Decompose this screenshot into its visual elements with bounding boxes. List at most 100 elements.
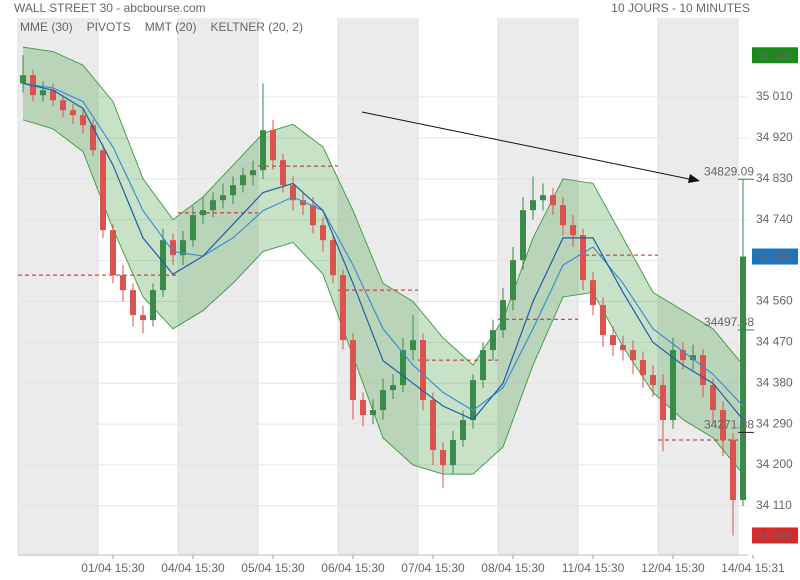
- candle-body: [590, 280, 596, 306]
- y-tick-label: 34 290: [756, 416, 793, 430]
- candle-body: [50, 90, 56, 101]
- price-flag-label: 34 045: [756, 529, 793, 543]
- keltner-upper: [22, 46, 744, 366]
- candle-body: [150, 290, 156, 321]
- candle-body: [250, 170, 256, 176]
- trend-arrow-head: [688, 174, 700, 183]
- candle-body: [170, 240, 176, 256]
- candle-body: [340, 275, 346, 341]
- candle-body: [310, 205, 316, 226]
- candle-body: [620, 345, 626, 351]
- candle-body: [280, 160, 286, 186]
- candle-body: [610, 335, 616, 346]
- candle-body: [670, 350, 676, 421]
- y-tick-label: 34 740: [756, 212, 793, 226]
- candle-body: [320, 225, 326, 241]
- x-tick-label: 14/04 15:31: [721, 561, 785, 575]
- candle-body: [130, 290, 136, 316]
- candle-body: [390, 385, 396, 391]
- y-tick-label: 34 830: [756, 171, 793, 185]
- candle-body: [400, 350, 406, 386]
- legend-entry: MME (30): [20, 20, 73, 34]
- candle-body: [490, 330, 496, 351]
- trend-arrow: [361, 111, 695, 181]
- candle-body: [540, 195, 546, 201]
- price-flag: [752, 527, 798, 544]
- candle-body: [210, 200, 216, 211]
- candle-body: [500, 300, 506, 331]
- candle-body: [260, 130, 266, 171]
- candle-body: [640, 360, 646, 376]
- candle-body: [720, 410, 726, 441]
- price-flag-label: 34 659: [756, 250, 793, 264]
- annotation-label: 34497.38: [704, 315, 754, 329]
- candle-body: [360, 400, 366, 416]
- candle-body: [740, 256, 746, 501]
- candle-body: [520, 210, 526, 261]
- legend-entry: PIVOTS: [87, 20, 131, 34]
- y-tick-label: 34 110: [756, 498, 792, 512]
- x-tick-label: 01/04 15:30: [81, 561, 145, 575]
- y-tick-label: 34 200: [756, 457, 793, 471]
- legend-entry: MMT (20): [145, 20, 197, 34]
- candle-body: [710, 385, 716, 411]
- candle-body: [90, 125, 96, 151]
- candle-body: [230, 185, 236, 196]
- candle-body: [440, 450, 446, 466]
- y-tick-label: 34 470: [756, 335, 793, 349]
- candle-body: [580, 235, 586, 281]
- candle-body: [330, 240, 336, 276]
- candle-body: [270, 130, 276, 161]
- candle-body: [100, 150, 106, 231]
- candle-body: [60, 100, 66, 111]
- candle-body: [190, 215, 196, 241]
- y-tick-label: 34 560: [756, 294, 793, 308]
- candle-body: [120, 275, 126, 291]
- x-tick-label: 07/04 15:30: [401, 561, 465, 575]
- candle-body: [660, 385, 666, 421]
- candle-body: [550, 195, 556, 206]
- candle-body: [650, 375, 656, 386]
- day-shade: [658, 18, 738, 555]
- x-tick-label: 12/04 15:30: [641, 561, 705, 575]
- candle-body: [220, 195, 226, 201]
- candle-body: [380, 390, 386, 411]
- candle-body: [480, 350, 486, 381]
- candle-body: [690, 355, 696, 361]
- candle-body: [240, 175, 246, 186]
- candle-body: [80, 115, 86, 126]
- price-flag-label: 35 102: [756, 48, 793, 62]
- candle-body: [470, 380, 476, 421]
- candle-body: [370, 410, 376, 416]
- price-flag: [752, 47, 798, 64]
- chart-title: WALL STREET 30 - abcbourse.com: [14, 1, 206, 15]
- candle-body: [510, 260, 516, 301]
- candle-body: [200, 210, 206, 216]
- annotation-label: 34271.88: [704, 418, 754, 432]
- x-tick-label: 04/04 15:30: [161, 561, 225, 575]
- candle-body: [530, 200, 536, 211]
- y-tick-label: 34 920: [756, 130, 793, 144]
- candle-body: [680, 350, 686, 361]
- candle-body: [420, 340, 426, 401]
- candle-body: [70, 110, 76, 116]
- moving-average: [22, 82, 744, 412]
- x-tick-label: 06/04 15:30: [321, 561, 385, 575]
- y-tick-label: 34 380: [756, 375, 793, 389]
- annotation-label: 34829.09: [704, 164, 754, 178]
- candle-body: [630, 350, 636, 361]
- candle-body: [700, 355, 706, 386]
- price-flag: [752, 248, 798, 265]
- candle-body: [460, 420, 466, 441]
- candle-body: [350, 340, 356, 401]
- x-tick-label: 11/04 15:30: [562, 561, 625, 575]
- candle-body: [160, 240, 166, 291]
- moving-average: [22, 82, 744, 421]
- x-tick-label: 08/04 15:30: [481, 561, 545, 575]
- candle-body: [560, 205, 566, 226]
- candle-body: [140, 315, 146, 321]
- candle-body: [300, 200, 306, 206]
- candle-body: [450, 440, 456, 466]
- chart-subtitle: 10 JOURS - 10 MINUTES: [611, 1, 750, 15]
